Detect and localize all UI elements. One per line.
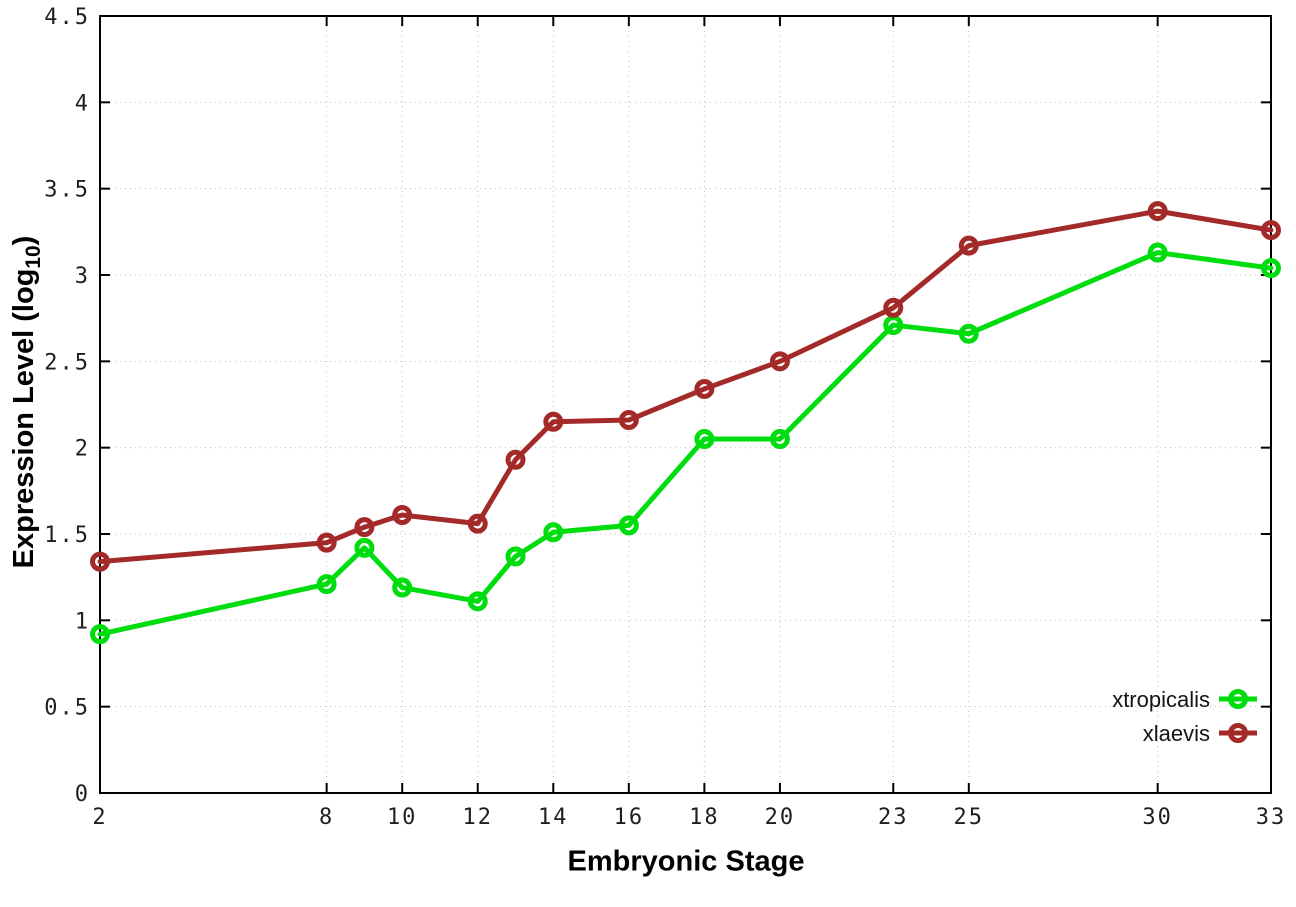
data-point-xlaevis [90,551,110,572]
x-tick-label: 18 [689,805,720,830]
data-point-xlaevis [392,505,413,526]
legend-item-xtropicalis: xtropicalis [1112,687,1257,712]
data-point-xtropicalis [1261,258,1281,279]
x-tick-label: 10 [387,805,418,830]
plot-border [99,15,1272,794]
x-tick-label: 12 [462,805,493,830]
data-point-xlaevis [1261,220,1281,241]
x-tick-label: 20 [765,805,796,830]
y-axis-title: Expression Level (log10) [8,236,46,569]
legend-label-xtropicalis: xtropicalis [1112,687,1210,712]
data-point-xlaevis [694,378,715,399]
data-point-xlaevis [543,411,564,432]
data-point-xlaevis [958,235,979,256]
data-point-xtropicalis [505,546,526,567]
series-line-xtropicalis [97,250,1274,637]
data-point-xtropicalis [392,577,413,598]
series-line-xlaevis [97,208,1274,565]
data-point-xlaevis [354,517,375,538]
y-tick-label: 3 [75,264,90,289]
x-tick-label: 2 [92,805,107,830]
x-tick-label: 33 [1256,805,1287,830]
y-tick-label: 4.5 [44,5,90,30]
data-point-xtropicalis [618,515,639,536]
y-axis-title-suffix: ) [8,235,41,246]
data-point-xtropicalis [354,537,375,558]
data-point-xtropicalis [467,591,488,612]
data-point-xlaevis [769,351,790,372]
y-tick-label: 0.5 [44,696,90,721]
x-tick-label: 25 [954,805,985,830]
x-tick-label: 8 [319,805,334,830]
data-point-xlaevis [505,449,526,470]
y-tick-label: 0 [75,782,90,807]
data-point-xtropicalis [1147,242,1168,263]
y-tick-label: 2.5 [44,350,90,375]
y-axis-title-text: Expression Level (log [8,268,41,569]
data-point-xlaevis [316,532,337,553]
data-point-xlaevis [883,297,904,318]
x-tick-label: 30 [1142,805,1173,830]
data-point-xtropicalis [543,522,564,543]
data-point-xlaevis [618,410,639,431]
data-point-xlaevis [1147,201,1168,222]
y-tick-label: 1 [75,609,90,634]
x-tick-label: 14 [538,805,569,830]
data-point-xtropicalis [694,429,715,450]
data-point-xtropicalis [769,429,790,450]
y-tick-label: 2 [75,437,90,462]
x-axis-title: Embryonic Stage [567,845,805,878]
data-point-xtropicalis [958,323,979,344]
y-tick-label: 3.5 [44,178,90,203]
y-tick-label: 1.5 [44,523,90,548]
legend-label-xlaevis: xlaevis [1143,721,1210,746]
legend-marker-sample [1228,723,1248,743]
y-tick-label: 4 [75,91,90,116]
x-tick-label: 16 [614,805,645,830]
legend-marker-sample [1228,689,1248,709]
y-axis-title-subscript: 10 [21,245,45,269]
data-point-xtropicalis [316,574,337,595]
data-point-xtropicalis [90,624,110,645]
x-tick-label: 23 [878,805,909,830]
legend-item-xlaevis: xlaevis [1143,721,1257,746]
data-point-xlaevis [467,513,488,534]
